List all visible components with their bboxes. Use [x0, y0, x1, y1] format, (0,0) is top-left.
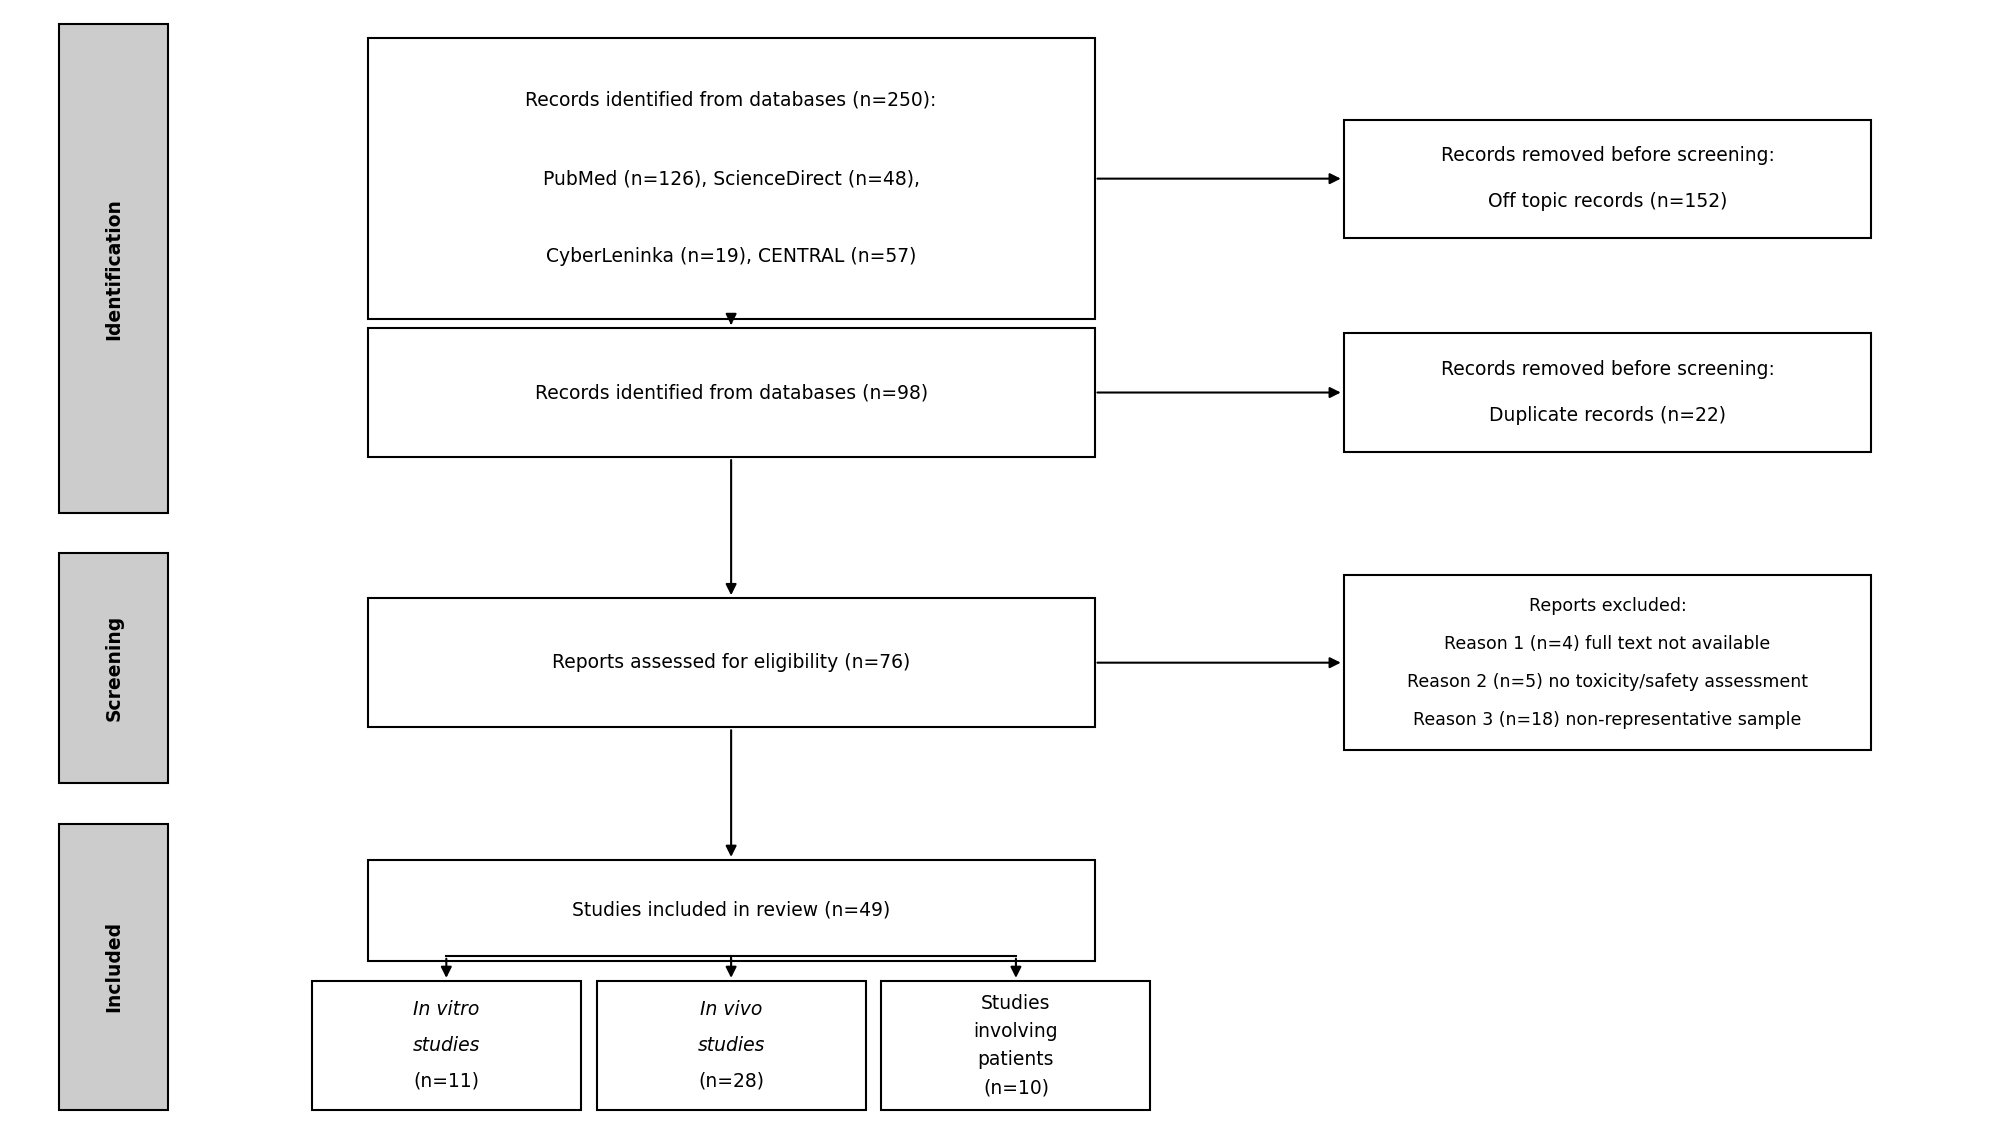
Text: Records removed before screening:: Records removed before screening: [1440, 361, 1774, 379]
Text: Reason 1 (n=4) full text not available: Reason 1 (n=4) full text not available [1444, 635, 1770, 653]
Text: (n=10): (n=10) [982, 1078, 1048, 1097]
Text: (n=11): (n=11) [414, 1072, 480, 1091]
FancyBboxPatch shape [596, 981, 866, 1110]
Text: (n=28): (n=28) [698, 1072, 764, 1091]
Text: CyberLeninka (n=19), CENTRAL (n=57): CyberLeninka (n=19), CENTRAL (n=57) [546, 247, 916, 266]
Text: Studies included in review (n=49): Studies included in review (n=49) [572, 900, 890, 920]
FancyBboxPatch shape [368, 860, 1094, 960]
FancyBboxPatch shape [1344, 119, 1872, 238]
Text: Included: Included [104, 921, 124, 1013]
FancyBboxPatch shape [1344, 333, 1872, 451]
FancyBboxPatch shape [368, 37, 1094, 320]
Text: Records removed before screening:: Records removed before screening: [1440, 146, 1774, 166]
Text: Reports assessed for eligibility (n=76): Reports assessed for eligibility (n=76) [552, 653, 910, 672]
Text: In vivo: In vivo [700, 1000, 762, 1019]
Text: studies: studies [412, 1035, 480, 1055]
FancyBboxPatch shape [368, 328, 1094, 457]
Text: patients: patients [978, 1050, 1054, 1069]
Text: involving: involving [974, 1022, 1058, 1041]
Text: Screening: Screening [104, 615, 124, 721]
FancyBboxPatch shape [882, 981, 1150, 1110]
Text: Studies: Studies [982, 993, 1050, 1013]
FancyBboxPatch shape [58, 553, 168, 784]
Text: Duplicate records (n=22): Duplicate records (n=22) [1488, 406, 1726, 425]
Text: Records identified from databases (n=250):: Records identified from databases (n=250… [526, 91, 936, 110]
FancyBboxPatch shape [368, 598, 1094, 727]
Text: Reports excluded:: Reports excluded: [1528, 596, 1686, 615]
FancyBboxPatch shape [312, 981, 580, 1110]
Text: Records identified from databases (n=98): Records identified from databases (n=98) [534, 383, 928, 403]
Text: Off topic records (n=152): Off topic records (n=152) [1488, 192, 1728, 211]
Text: Identification: Identification [104, 197, 124, 340]
Text: Reason 2 (n=5) no toxicity/safety assessment: Reason 2 (n=5) no toxicity/safety assess… [1406, 672, 1808, 691]
Text: studies: studies [698, 1035, 764, 1055]
FancyBboxPatch shape [1344, 575, 1872, 750]
FancyBboxPatch shape [58, 25, 168, 513]
FancyBboxPatch shape [58, 823, 168, 1109]
Text: Reason 3 (n=18) non-representative sample: Reason 3 (n=18) non-representative sampl… [1414, 711, 1802, 728]
Text: In vitro: In vitro [414, 1000, 480, 1019]
Text: PubMed (n=126), ScienceDirect (n=48),: PubMed (n=126), ScienceDirect (n=48), [542, 169, 920, 188]
